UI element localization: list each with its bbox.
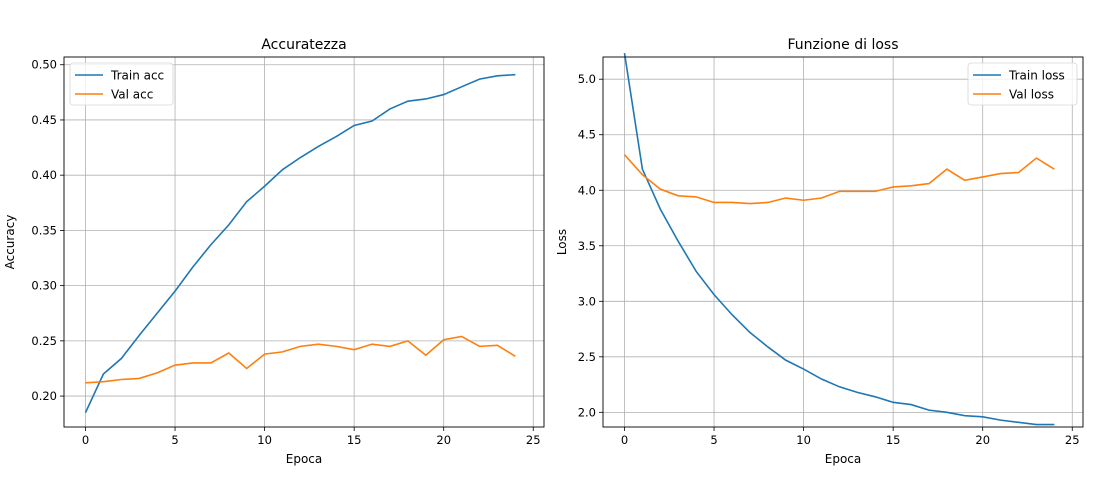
x-tick-label: 5	[171, 433, 178, 447]
legend-label: Train acc	[110, 69, 164, 83]
y-axis-label: Loss	[555, 229, 569, 255]
x-tick-label: 0	[82, 433, 89, 447]
legend-label: Train loss	[1008, 69, 1065, 83]
y-tick-label: 5.0	[578, 72, 596, 86]
series-line-val-loss	[623, 154, 1055, 205]
y-tick-label: 0.50	[31, 58, 57, 72]
y-tick-label: 3.0	[578, 294, 596, 308]
legend: Train acc Val acc	[69, 62, 174, 106]
axes-frame	[63, 56, 545, 428]
x-tick-label: 0	[621, 433, 628, 447]
y-tick-label: 4.0	[578, 183, 596, 197]
chart-1: 0 5 10 15 20 25 2.0 2.5 3.0 3.5 4.0 4.5 5.0 Funzione …	[555, 37, 1084, 466]
chart-0: 0 5 10 15 20 25 0.20 0.25 0.30 0.35 0.40 0.45 0.50 Ac…	[3, 37, 545, 466]
y-tick-label: 3.5	[578, 239, 596, 253]
y-tick-label: 0.30	[31, 279, 57, 293]
legend-label: Val acc	[111, 88, 153, 102]
x-tick-label: 20	[975, 433, 990, 447]
x-tick-label: 25	[1065, 433, 1080, 447]
legend: Train loss Val loss	[967, 62, 1078, 106]
x-axis-label: Epoca	[825, 452, 862, 466]
x-tick-label: 10	[257, 433, 272, 447]
chart-title: Accuratezza	[261, 37, 346, 53]
y-tick-label: 0.20	[31, 389, 57, 403]
y-tick-label: 0.40	[31, 168, 57, 182]
y-tick-label: 2.0	[578, 405, 596, 419]
x-tick-label: 20	[436, 433, 451, 447]
x-tick-label: 15	[886, 433, 901, 447]
y-tick-label: 0.25	[31, 334, 57, 348]
series-line-train-loss	[623, 52, 1055, 426]
chart-title: Funzione di loss	[787, 37, 898, 53]
x-tick-label: 15	[347, 433, 362, 447]
x-tick-label: 10	[796, 433, 811, 447]
y-tick-label: 2.5	[578, 350, 596, 364]
x-tick-label: 5	[710, 433, 717, 447]
series-line-val-acc	[85, 335, 516, 384]
series-line-train-acc	[84, 73, 516, 413]
y-tick-label: 0.45	[31, 113, 57, 127]
x-axis-label: Epoca	[286, 452, 323, 466]
y-tick-label: 0.35	[31, 223, 57, 237]
y-axis-label: Accuracy	[3, 215, 17, 270]
y-tick-label: 4.5	[578, 128, 596, 142]
axes-frame	[602, 56, 1084, 428]
legend-label: Val loss	[1009, 88, 1054, 102]
x-tick-label: 25	[526, 433, 541, 447]
